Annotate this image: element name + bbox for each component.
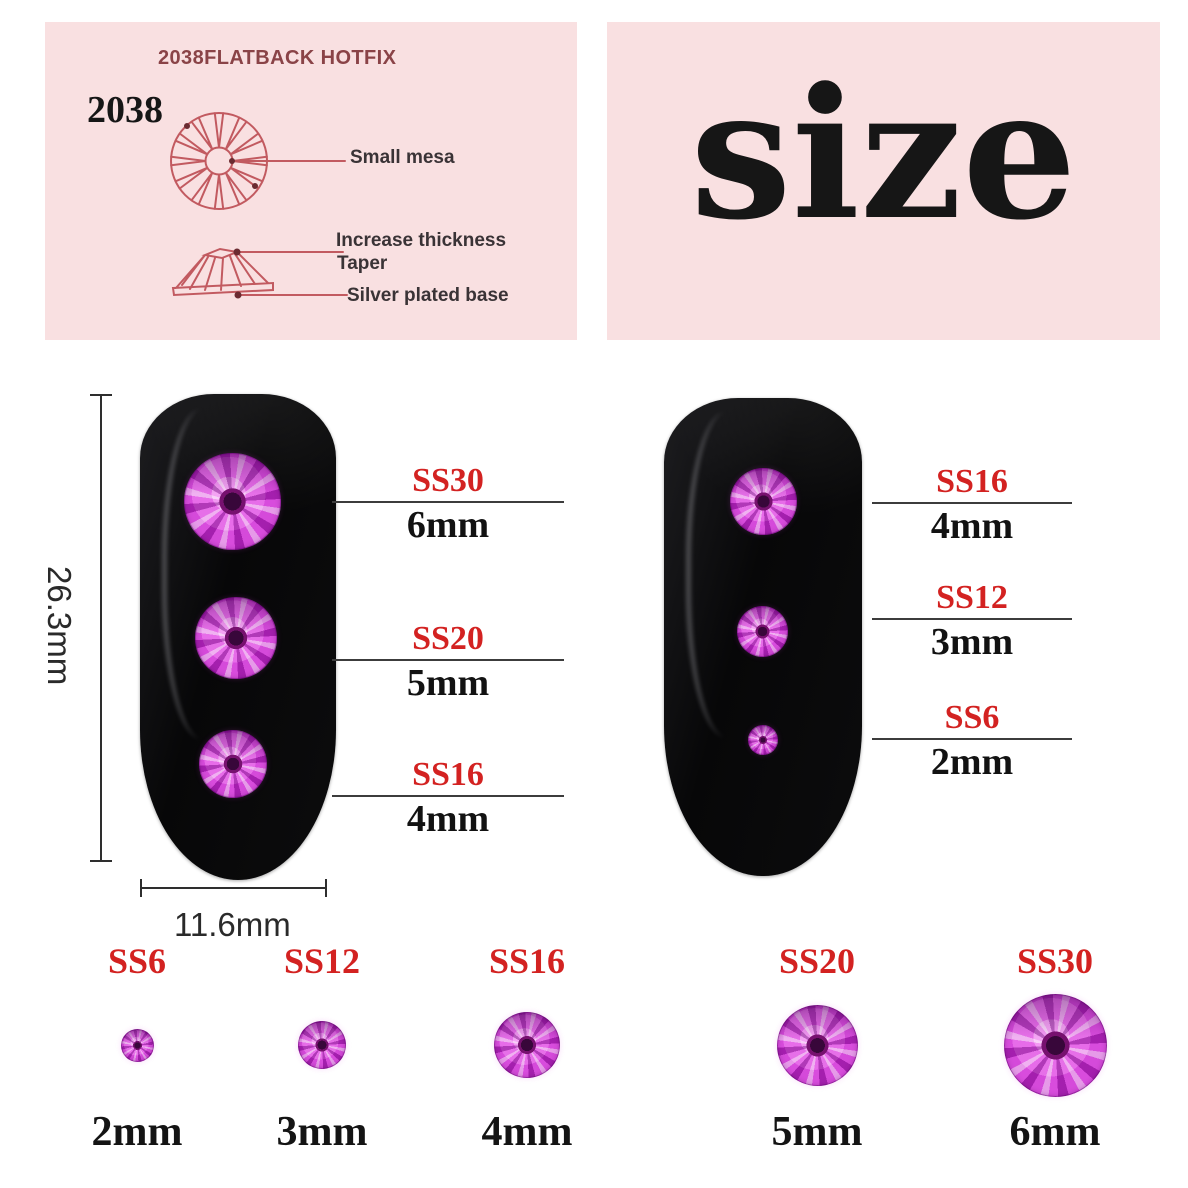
size-chart-item-ss12: SS12 3mm: [237, 941, 407, 1155]
mm-size: 4mm: [930, 505, 1014, 547]
rhinestone-ss16-on-nail-right: [730, 468, 797, 535]
spec-panel: 2038FLATBACK HOTFIX 2038 Small mesa Incr…: [45, 22, 577, 340]
size-callout-ss16-right: SS16 4mm: [872, 463, 1072, 547]
mm-size: 4mm: [481, 1109, 573, 1155]
rhinestone-ss20-on-nail: [195, 597, 277, 679]
model-number: 2038: [87, 89, 163, 131]
rhinestone-ss6-on-nail: [748, 725, 778, 755]
size-callout-ss20: SS20 5mm: [332, 620, 564, 704]
nail-width-dimension-line: [140, 879, 327, 897]
size-panel: size: [607, 22, 1160, 340]
size-chart-item-ss30: SS30 6mm: [970, 941, 1140, 1155]
mm-size: 6mm: [406, 504, 490, 546]
callout-increase-thickness: Increase thickness: [336, 230, 507, 251]
size-chart-item-ss6: SS6 2mm: [52, 941, 222, 1155]
gem-box: [970, 981, 1140, 1109]
gem-box: [732, 981, 902, 1109]
nail-width-label: 11.6mm: [174, 906, 291, 943]
gem-box: [52, 981, 222, 1109]
mm-size: 2mm: [91, 1109, 183, 1155]
ss-code: SS30: [332, 462, 564, 503]
gem-box: [237, 981, 407, 1109]
rhinestone-ss20: [776, 1004, 858, 1086]
size-chart-item-ss20: SS20 5mm: [732, 941, 902, 1155]
callout-taper: Taper: [337, 253, 388, 274]
mm-size: 5mm: [406, 662, 490, 704]
nail-height-label: 26.3mm: [41, 566, 78, 686]
size-callout-ss6: SS6 2mm: [872, 699, 1072, 783]
ss-code: SS12: [283, 941, 361, 981]
callout-small-mesa: Small mesa: [350, 147, 455, 168]
rhinestone-ss6: [120, 1028, 154, 1062]
size-chart-item-ss16: SS16 4mm: [442, 941, 612, 1155]
rhinestone-ss12-on-nail: [737, 606, 788, 657]
ss-code: SS16: [332, 756, 564, 797]
rhinestone-ss12: [298, 1021, 346, 1069]
ss-code: SS6: [107, 941, 167, 981]
mm-size: 5mm: [771, 1109, 863, 1155]
ss-code: SS12: [872, 579, 1072, 620]
mm-size: 4mm: [406, 798, 490, 840]
ss-code: SS16: [872, 463, 1072, 504]
rhinestone-structure-diagram: [170, 112, 348, 299]
ss-code: SS20: [778, 941, 856, 981]
size-callout-ss30: SS30 6mm: [332, 462, 564, 546]
size-heading: size: [690, 49, 1077, 260]
rhinestone-ss16-on-nail-left: [199, 730, 267, 798]
ss-code: SS6: [872, 699, 1072, 740]
mm-size: 3mm: [276, 1109, 368, 1155]
ss-code: SS16: [488, 941, 566, 981]
rhinestone-ss16: [494, 1012, 560, 1078]
rhinestone-ss30-on-nail: [184, 453, 281, 550]
mm-size: 6mm: [1009, 1109, 1101, 1155]
mm-size: 3mm: [930, 621, 1014, 663]
callout-silver-plated-base: Silver plated base: [347, 285, 509, 306]
gem-box: [442, 981, 612, 1109]
ss-code: SS20: [332, 620, 564, 661]
size-callout-ss12: SS12 3mm: [872, 579, 1072, 663]
ss-code: SS30: [1016, 941, 1094, 981]
size-callout-ss16-left: SS16 4mm: [332, 756, 564, 840]
rhinestone-ss30: [1003, 993, 1107, 1097]
spec-panel-title: 2038FLATBACK HOTFIX: [158, 47, 397, 69]
mm-size: 2mm: [930, 741, 1014, 783]
nail-height-dimension-line: [90, 394, 112, 862]
